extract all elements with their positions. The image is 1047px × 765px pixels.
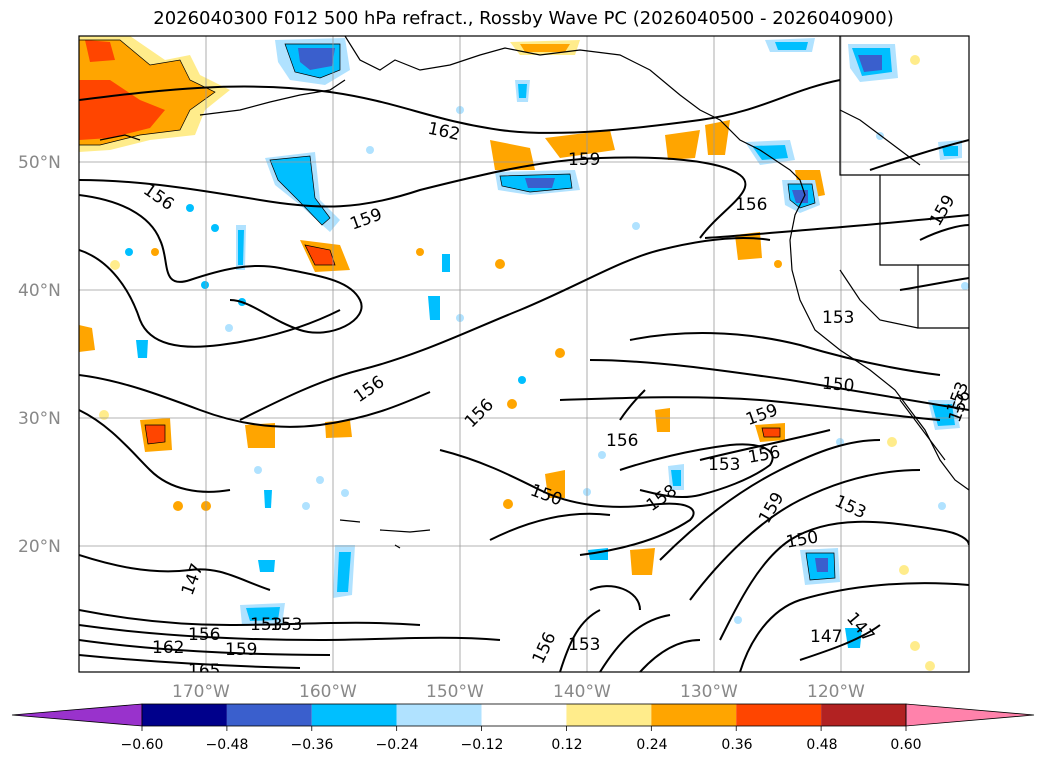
longitude-labels: 170°W 160°W 150°W 140°W 130°W 120°W: [172, 682, 865, 702]
colorbar-segment: [481, 704, 567, 726]
colorbar-tick-label: 0.36: [721, 737, 752, 753]
contour-label: 159: [225, 640, 257, 660]
colorbar-ticks: −0.60 −0.48 −0.36 −0.24 −0.12 0.12 0.24 …: [121, 737, 922, 753]
colorbar-segment: [566, 704, 652, 726]
plot-frame: [78, 35, 970, 673]
lon-label-120w: 120°W: [807, 682, 865, 702]
colorbar: [11, 703, 1035, 731]
lat-label-50n: 50°N: [18, 153, 61, 173]
contour-label: 153: [568, 635, 600, 655]
contour-label: 153: [250, 615, 282, 635]
lon-label-130w: 130°W: [680, 682, 738, 702]
map-title: 2026040300 F012 500 hPa refract., Rossby…: [153, 8, 894, 29]
contour-label: 159: [568, 150, 600, 170]
contour-label: 153: [708, 455, 740, 475]
colorbar-segment: [736, 704, 822, 726]
colorbar-segment: [396, 704, 482, 726]
lat-label-30n: 30°N: [18, 409, 61, 429]
colorbar-segment: [651, 704, 737, 726]
colorbar-tick-label: −0.24: [376, 737, 419, 753]
lon-label-170w: 170°W: [172, 682, 230, 702]
colorbar-segment: [311, 704, 397, 726]
colorbar-tick-label: −0.60: [121, 737, 164, 753]
colorbar-tick-label: 0.24: [636, 737, 667, 753]
contour-label: 153: [822, 308, 854, 328]
contour-label: 156: [606, 431, 638, 451]
contour-label: 156: [735, 195, 767, 215]
contour-label: 165: [188, 661, 220, 681]
colorbar-tick-label: −0.36: [291, 737, 334, 753]
colorbar-segment: [226, 704, 312, 726]
colorbar-tick-label: 0.48: [806, 737, 837, 753]
contour-label: 162: [152, 638, 184, 658]
map-plot-area: 162 159 156 159 156 156 156 159 156 153 …: [79, 36, 969, 681]
colorbar-tick-label: 0.12: [551, 737, 582, 753]
contour-label: 147: [810, 627, 842, 647]
colorbar-segment: [142, 704, 227, 726]
lon-label-140w: 140°W: [553, 682, 611, 702]
lat-label-20n: 20°N: [18, 537, 61, 557]
lat-label-40n: 40°N: [18, 281, 61, 301]
colorbar-tick-label: 0.60: [890, 737, 921, 753]
lon-label-150w: 150°W: [426, 682, 484, 702]
colorbar-extend-high: [905, 703, 1035, 727]
contour-label: 153: [270, 615, 302, 635]
colorbar-frame: [141, 703, 907, 727]
colorbar-extend-low: [11, 703, 143, 727]
colorbar-tick-label: −0.48: [206, 737, 249, 753]
latitude-labels: 50°N 40°N 30°N 20°N: [18, 153, 61, 557]
colorbar-tick-label: −0.12: [461, 737, 504, 753]
anomaly-shading: [79, 36, 969, 671]
contour-lines: [79, 79, 969, 672]
coastlines: [99, 36, 969, 549]
contour-label: 156: [188, 625, 220, 645]
colorbar-segment: [821, 704, 906, 726]
contour-label: 150: [821, 374, 855, 397]
anomaly-outlines: [79, 39, 836, 581]
lon-label-160w: 160°W: [299, 682, 357, 702]
